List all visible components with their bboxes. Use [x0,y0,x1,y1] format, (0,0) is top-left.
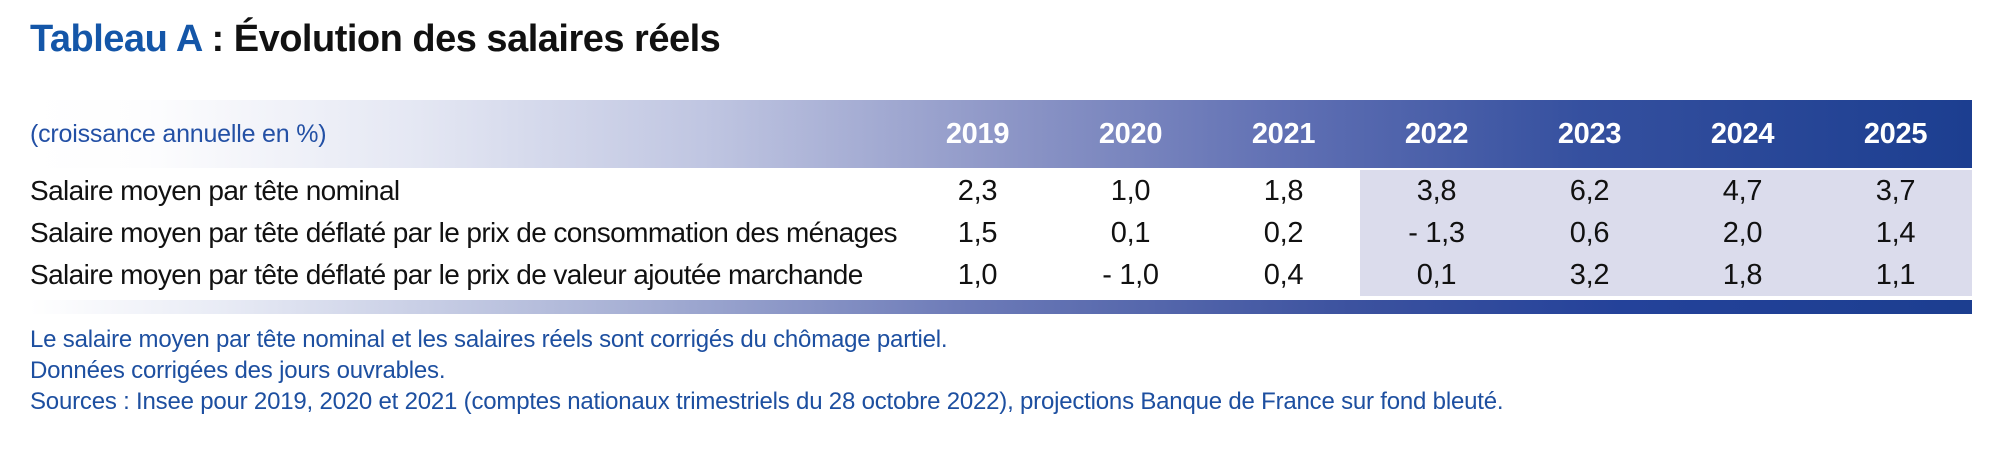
table-row-nominal-wage: Salaire moyen par tête nominal 2,3 1,0 1… [30,170,1972,212]
table-row-wage-deflated-value-added: Salaire moyen par tête déflaté par le pr… [30,254,1972,296]
value-2020: 0,1 [1110,216,1151,249]
year-header-2024: 2024 [1710,117,1775,150]
value-2022-projection: - 1,3 [1360,212,1513,254]
year-header-2023: 2023 [1557,117,1622,150]
page-title: Tableau A : Évolution des salaires réels [30,18,721,61]
value-2023-projection: 0,6 [1513,212,1666,254]
row-label: Salaire moyen par tête déflaté par le pr… [30,259,863,290]
value-2019: 1,5 [957,216,998,249]
value-2019: 1,0 [957,258,998,291]
value-2023-projection: 3,2 [1513,254,1666,296]
value-2024-projection: 4,7 [1666,170,1819,212]
year-header-2022: 2022 [1404,117,1469,150]
value-2021: 0,2 [1263,216,1304,249]
value-2023-projection: 6,2 [1513,170,1666,212]
value-2022-projection: 3,8 [1360,170,1513,212]
row-label: Salaire moyen par tête déflaté par le pr… [30,217,898,248]
value-2020: 1,0 [1110,174,1151,207]
value-2025-projection: 1,4 [1819,212,1972,254]
value-2021: 0,4 [1263,258,1304,291]
footnote-sources: Sources : Insee pour 2019, 2020 et 2021 … [30,388,1504,415]
table-header-row: (croissance annuelle en %) 2019 2020 202… [30,100,1972,168]
year-header-2025: 2025 [1863,117,1928,150]
value-2024-projection: 2,0 [1666,212,1819,254]
value-2022-projection: 0,1 [1360,254,1513,296]
table-row-wage-deflated-consumption: Salaire moyen par tête déflaté par le pr… [30,212,1972,254]
table-bottom-border [30,300,1972,314]
value-2025-projection: 3,7 [1819,170,1972,212]
footnote-working-days: Données corrigées des jours ouvrables. [30,357,446,384]
value-2019: 2,3 [957,174,998,207]
footnote-adjustment: Le salaire moyen par tête nominal et les… [30,326,948,353]
footnotes: Le salaire moyen par tête nominal et les… [30,324,1504,417]
value-2020: - 1,0 [1102,258,1159,291]
year-header-2021: 2021 [1251,117,1316,150]
row-label: Salaire moyen par tête nominal [30,175,400,206]
year-header-2020: 2020 [1098,117,1163,150]
title-text: : Évolution des salaires réels [201,18,721,60]
value-2021: 1,8 [1263,174,1304,207]
table-label: Tableau A [30,18,202,60]
year-header-2019: 2019 [945,117,1010,150]
value-2024-projection: 1,8 [1666,254,1819,296]
unit-label: (croissance annuelle en %) [30,119,327,148]
value-2025-projection: 1,1 [1819,254,1972,296]
table-body: Salaire moyen par tête nominal 2,3 1,0 1… [30,170,1972,296]
